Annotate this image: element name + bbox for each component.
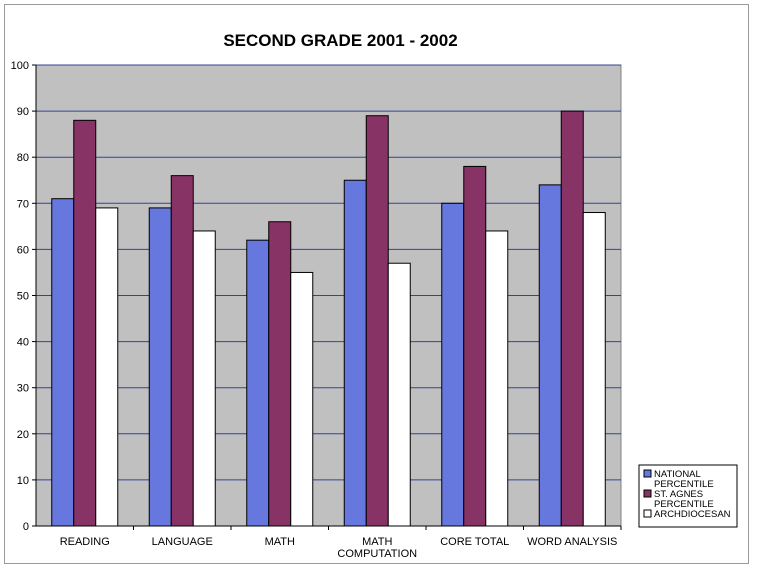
y-tick-label: 60	[17, 244, 29, 256]
legend-label: NATIONAL PERCENTILE	[654, 469, 714, 490]
legend-swatch	[643, 469, 652, 478]
x-category-label: MATH	[265, 536, 295, 548]
legend-label-line: PERCENTILE	[654, 499, 714, 510]
y-tick-label: 40	[17, 337, 29, 349]
legend-label-line: NATIONAL	[654, 469, 701, 480]
bar	[95, 207, 119, 527]
bar	[387, 262, 411, 527]
y-tick-label: 100	[11, 60, 29, 72]
x-category-label-line: WORD ANALYSIS	[527, 536, 617, 548]
legend-swatch	[643, 489, 652, 498]
bar	[485, 230, 509, 527]
y-tick-label: 80	[17, 152, 29, 164]
y-tick-label: 10	[17, 475, 29, 487]
x-category-label-line: CORE TOTAL	[440, 536, 509, 548]
x-category-label-line: MATH	[265, 536, 295, 548]
legend-swatch	[643, 509, 652, 518]
legend-label: ST. AGNES PERCENTILE	[654, 489, 714, 510]
bar	[365, 115, 389, 527]
y-tick-label: 30	[17, 383, 29, 395]
bar	[246, 239, 270, 527]
y-tick-label: 0	[23, 521, 29, 533]
legend-label-line: ST. AGNES	[654, 489, 703, 500]
legend-label-line: PERCENTILE	[654, 479, 714, 490]
bar	[343, 179, 367, 527]
bar	[290, 271, 314, 527]
legend	[638, 464, 738, 528]
chart-area: SECOND GRADE 2001 - 2002 0 10 20 30 40 50 60 70 8…	[4, 4, 749, 564]
y-tick-label: 50	[17, 291, 29, 303]
bar	[560, 110, 584, 527]
bar	[463, 165, 487, 527]
bar	[170, 175, 194, 527]
bar	[441, 202, 465, 527]
x-category-label-line: COMPUTATION	[337, 548, 417, 560]
x-category-label-line: LANGUAGE	[152, 536, 213, 548]
chart-title: SECOND GRADE 2001 - 2002	[223, 31, 457, 50]
x-category-label: LANGUAGE	[152, 536, 213, 548]
bar	[148, 207, 172, 527]
bar	[192, 230, 216, 527]
bar	[73, 119, 97, 527]
x-category-label: CORE TOTAL	[440, 536, 509, 548]
x-category-label: MATH COMPUTATION	[337, 536, 417, 560]
x-category-label: WORD ANALYSIS	[527, 536, 617, 548]
chart-canvas: SECOND GRADE 2001 - 2002 0 10 20 30 40 50 60 70 8…	[11, 31, 738, 560]
bar	[582, 212, 606, 527]
y-tick-label: 70	[17, 198, 29, 210]
x-category-label: READING	[60, 536, 110, 548]
legend-label: ARCHDIOCESAN	[654, 509, 731, 520]
legend-label-line: ARCHDIOCESAN	[654, 509, 731, 520]
y-tick-label: 20	[17, 429, 29, 441]
x-category-label-line: MATH	[362, 536, 392, 548]
y-tick-label: 90	[17, 106, 29, 118]
bar	[51, 198, 75, 527]
bar	[538, 184, 562, 527]
x-category-label-line: READING	[60, 536, 110, 548]
bar	[268, 221, 292, 527]
